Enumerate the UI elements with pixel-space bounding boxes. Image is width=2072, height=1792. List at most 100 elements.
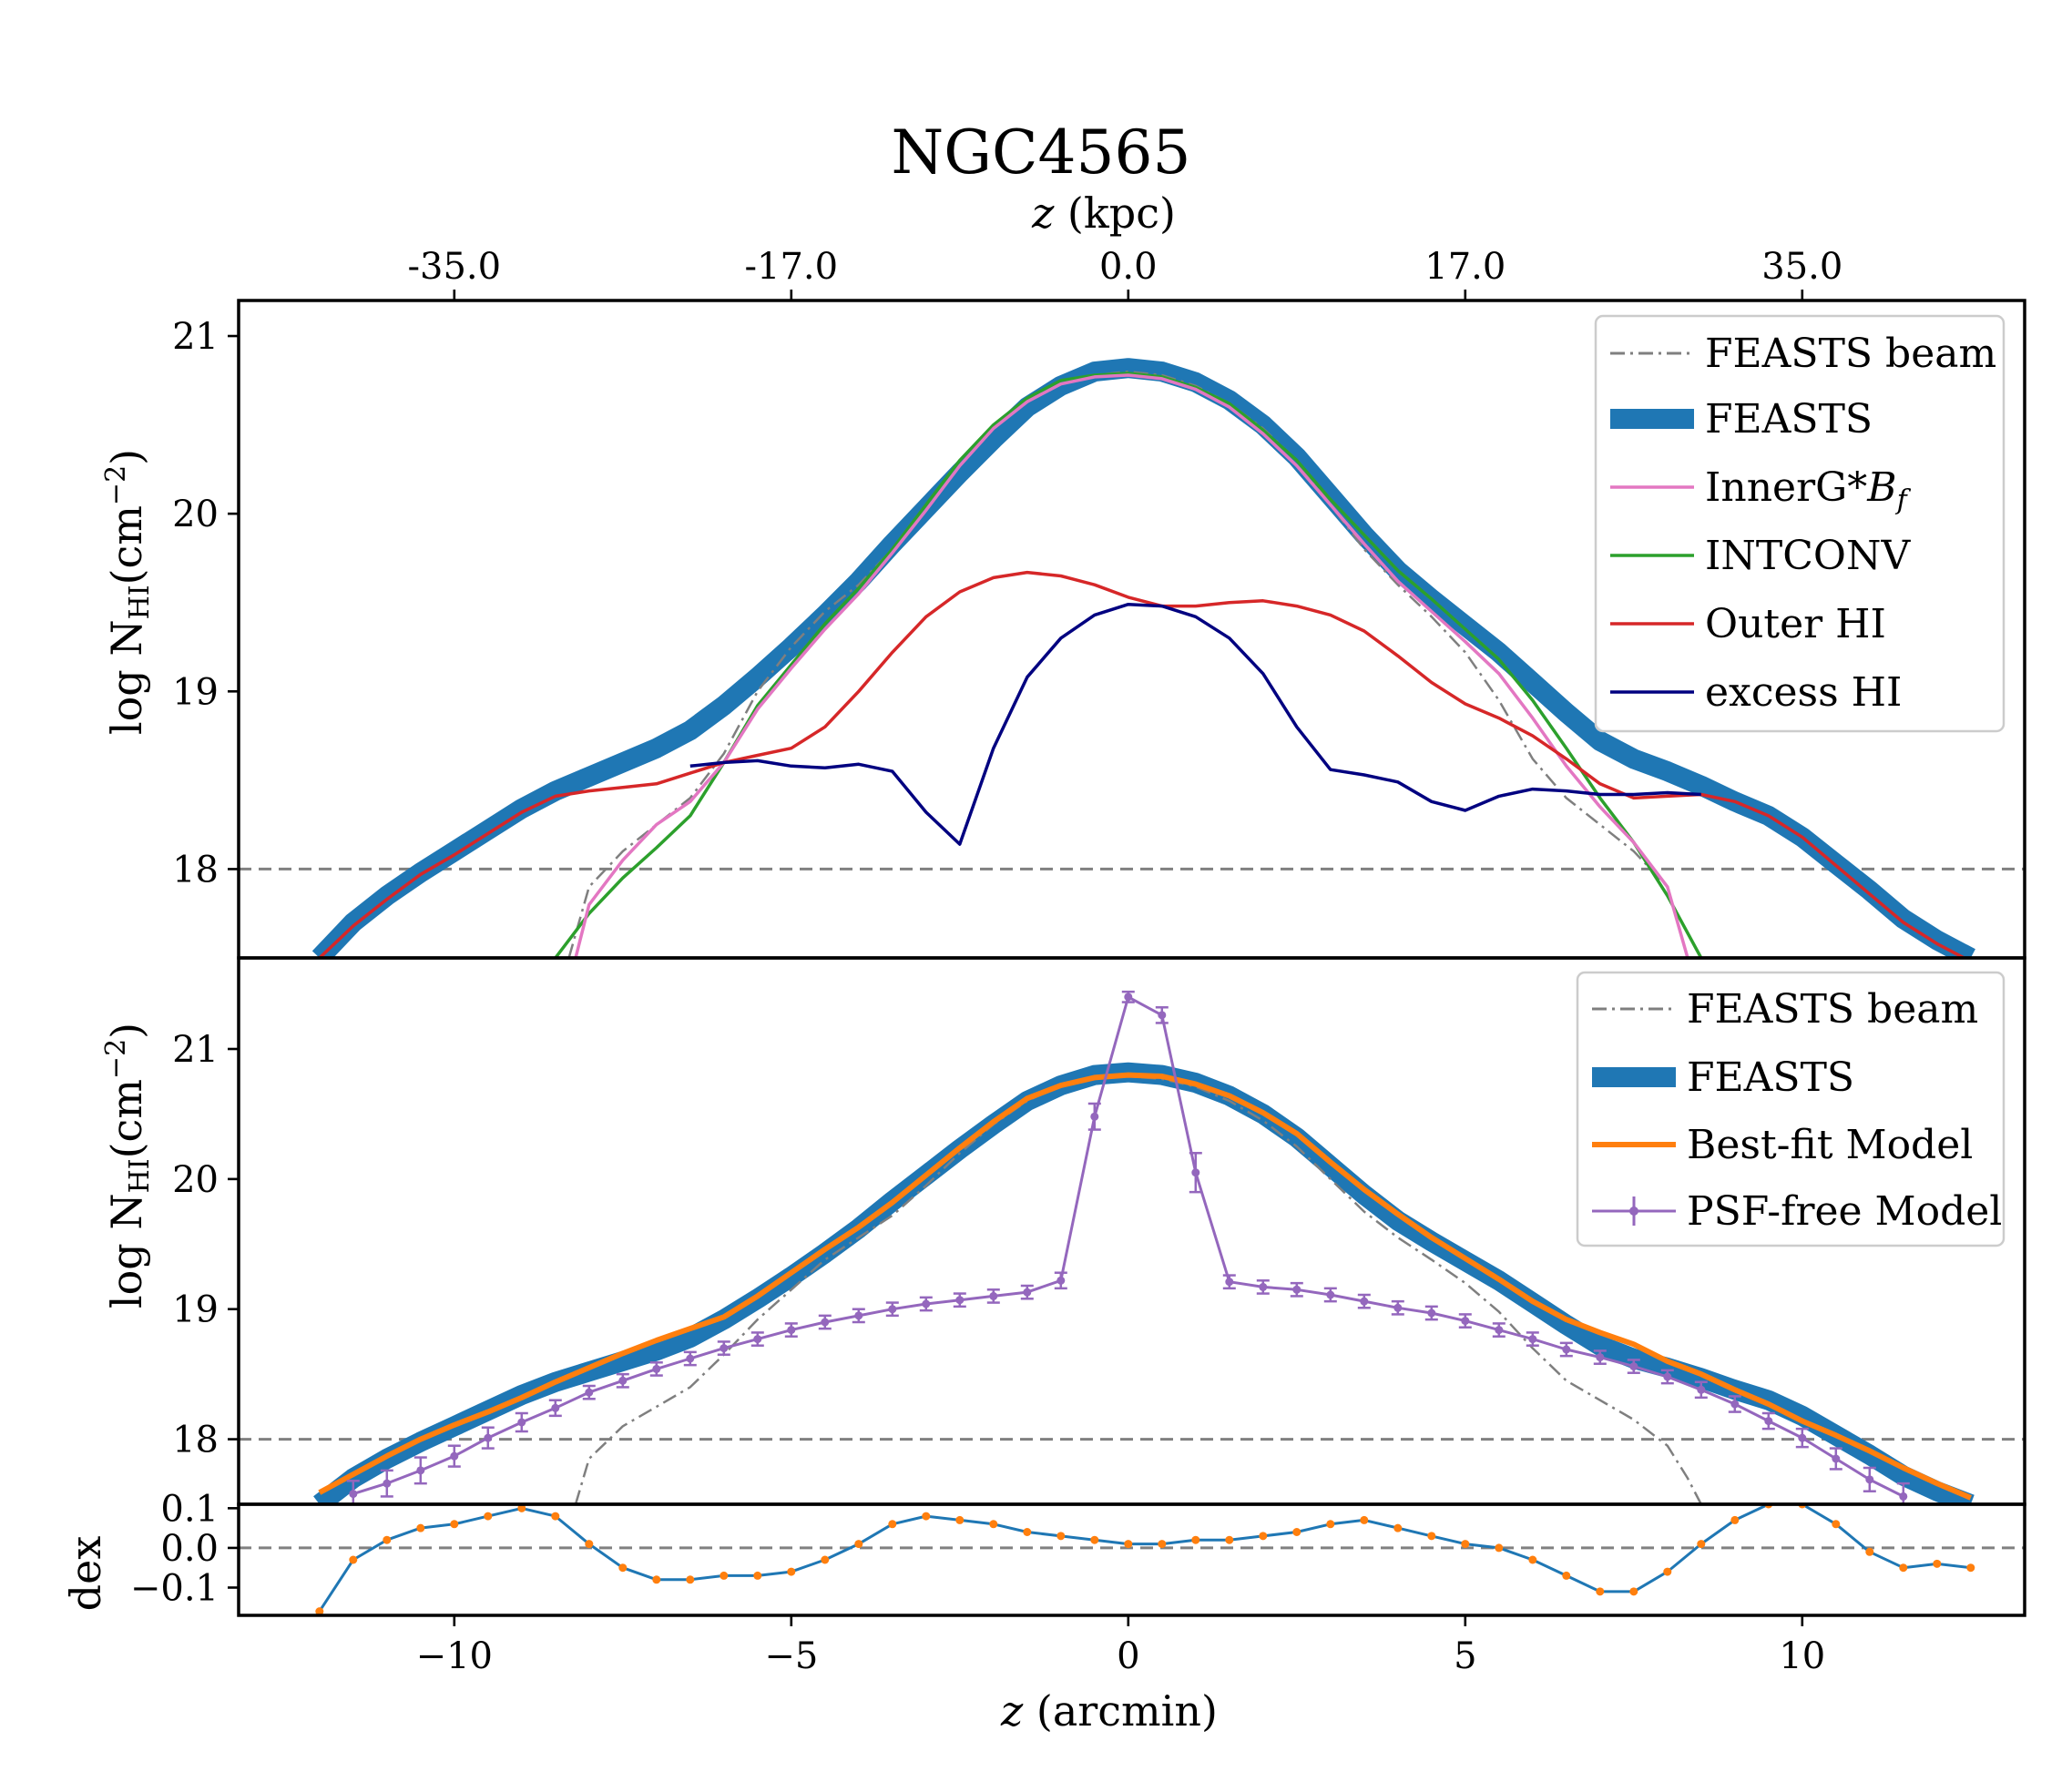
top-ylabel-exp: −2 xyxy=(100,465,132,505)
psffree-point xyxy=(989,1291,998,1300)
residual-ytick-label: 0.0 xyxy=(160,1528,219,1570)
psffree-point xyxy=(517,1418,526,1427)
psffree-point xyxy=(1528,1335,1537,1344)
top-ylabel-close: ) xyxy=(102,449,151,465)
residual-point xyxy=(955,1515,965,1524)
legend-label-excess: excess HI xyxy=(1705,669,1902,716)
top-ylabel-unit: (cm xyxy=(102,505,151,585)
top-series-innerg xyxy=(574,373,1689,958)
bottom-xtick-label: 10 xyxy=(1779,1635,1825,1677)
residual-point xyxy=(1191,1535,1200,1544)
middle-ytick-label: 20 xyxy=(172,1159,219,1201)
top-legend: FEASTS beam FEASTS InnerG*Bf INTCONV Out… xyxy=(1594,314,2006,733)
top-panel-ylabel: log NHI(cm−2) xyxy=(100,449,156,735)
residual-panel-frame xyxy=(237,1502,2026,1617)
psffree-point xyxy=(1360,1297,1369,1306)
residual-point xyxy=(450,1520,459,1529)
residual-point xyxy=(1663,1567,1672,1576)
residual-point xyxy=(1158,1540,1167,1549)
psffree-point xyxy=(1292,1285,1301,1294)
bottom-axis-label-z: z xyxy=(1000,1686,1024,1736)
residual-point xyxy=(1966,1563,1975,1573)
residual-point xyxy=(989,1520,998,1529)
psffree-point xyxy=(1393,1303,1403,1312)
middle-ytick-label: 18 xyxy=(172,1420,219,1461)
top-axis-label-rest: (kpc) xyxy=(1054,188,1176,238)
legend-label-feasts-mid: FEASTS xyxy=(1687,1054,1854,1101)
psffree-point xyxy=(618,1376,628,1385)
psffree-point xyxy=(551,1403,560,1412)
bottom-xtick-label: 0 xyxy=(1117,1635,1139,1677)
residual-point xyxy=(1596,1587,1605,1596)
legend-swatch-psffree-marker xyxy=(1629,1207,1638,1216)
middle-panel-ylabel: log NHI(cm−2) xyxy=(100,1023,156,1308)
residual-ytick-label: 0.1 xyxy=(160,1488,219,1530)
mid-ylabel-exp: −2 xyxy=(100,1039,132,1079)
residual-point xyxy=(1292,1528,1301,1536)
psffree-point xyxy=(1461,1317,1470,1326)
residual-point xyxy=(585,1540,594,1549)
psffree-point xyxy=(416,1466,425,1475)
residual-point xyxy=(315,1607,324,1615)
legend-innerg-main: InnerG* xyxy=(1705,464,1867,511)
residual-point xyxy=(1225,1535,1234,1544)
top-ytick-label: 21 xyxy=(172,316,219,358)
top-axis-tick-label: 35.0 xyxy=(1761,246,1842,288)
top-series-excess xyxy=(689,602,1701,846)
residual-panel-plot xyxy=(239,1504,2025,1615)
top-axis-label: z (kpc) xyxy=(1031,188,1176,238)
psffree-point xyxy=(1832,1454,1841,1463)
psffree-point xyxy=(1090,1112,1099,1121)
bottom-axis-label-rest: (arcmin) xyxy=(1023,1686,1218,1736)
psffree-point xyxy=(1158,1011,1167,1020)
residual-point xyxy=(1326,1520,1335,1529)
psffree-point xyxy=(1562,1345,1571,1354)
top-axis-tick-label: -35.0 xyxy=(408,246,502,288)
residual-series-line xyxy=(318,1504,1971,1613)
top-axis-tick-label: 0.0 xyxy=(1099,246,1158,288)
legend-innerg-b: B xyxy=(1866,464,1896,511)
top-axis-tick-label: -17.0 xyxy=(745,246,839,288)
legend-label-bestfit: Best-fit Model xyxy=(1687,1122,1973,1168)
residual-point xyxy=(1023,1528,1032,1536)
residual-point xyxy=(1495,1543,1504,1553)
middle-legend-box xyxy=(1576,971,2006,1247)
legend-label-innerg: InnerG*Bf xyxy=(1705,464,1912,516)
psffree-point xyxy=(955,1296,965,1305)
residual-point xyxy=(1124,1540,1133,1549)
residual-point xyxy=(1562,1571,1571,1580)
psffree-point xyxy=(484,1433,493,1442)
middle-ytick-label: 21 xyxy=(172,1029,219,1071)
residual-ytick-label: −0.1 xyxy=(130,1568,219,1610)
legend-label-beam-mid: FEASTS beam xyxy=(1687,986,1978,1033)
psffree-point xyxy=(1259,1282,1268,1291)
psffree-point xyxy=(1865,1475,1874,1484)
residual-point xyxy=(821,1555,830,1564)
psffree-point xyxy=(753,1335,762,1344)
top-axis-label-z: z xyxy=(1031,188,1055,238)
bottom-xtick-label: −5 xyxy=(764,1635,818,1677)
residual-point xyxy=(1056,1532,1066,1541)
residual-point xyxy=(416,1523,425,1532)
bottom-axis-label: z (arcmin) xyxy=(1000,1686,1218,1736)
psffree-point xyxy=(1056,1276,1066,1285)
mid-ylabel-unit: (cm xyxy=(102,1079,151,1158)
psffree-point xyxy=(686,1354,695,1363)
residual-point xyxy=(1865,1547,1874,1556)
psffree-point xyxy=(888,1305,897,1314)
bottom-xtick-label: 5 xyxy=(1454,1635,1476,1677)
mid-ylabel-close: ) xyxy=(102,1023,151,1039)
residual-point xyxy=(652,1575,661,1584)
residual-point xyxy=(1697,1540,1706,1549)
psffree-point xyxy=(1798,1433,1807,1442)
psffree-point xyxy=(1326,1290,1335,1299)
psffree-point xyxy=(1899,1492,1908,1501)
top-ytick-label: 19 xyxy=(172,671,219,713)
top-ylabel-sub: HI xyxy=(124,585,156,619)
top-series-beam xyxy=(567,370,1689,958)
legend-label-beam: FEASTS beam xyxy=(1705,331,1996,377)
legend-label-psffree: PSF-free Model xyxy=(1687,1188,2002,1235)
residual-point xyxy=(888,1520,897,1529)
residual-point xyxy=(686,1575,695,1584)
